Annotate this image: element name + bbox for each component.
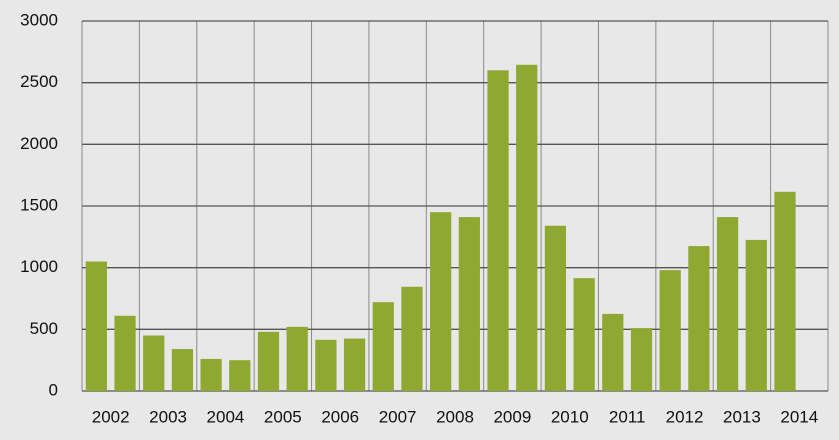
bar bbox=[630, 328, 653, 391]
x-tick-label: 2007 bbox=[379, 407, 417, 426]
y-tick-label: 2500 bbox=[20, 72, 58, 91]
bar bbox=[401, 286, 423, 391]
y-tick-label: 1000 bbox=[20, 257, 58, 276]
bar bbox=[544, 225, 567, 391]
bar bbox=[659, 270, 681, 391]
bar bbox=[487, 70, 509, 391]
bar bbox=[573, 278, 595, 391]
bar bbox=[143, 335, 165, 391]
x-tick-label: 2010 bbox=[551, 407, 589, 426]
x-tick-label: 2013 bbox=[723, 407, 761, 426]
bar bbox=[516, 64, 538, 392]
y-tick-label: 2000 bbox=[20, 134, 58, 153]
bar bbox=[229, 360, 251, 391]
x-tick-label: 2014 bbox=[780, 407, 818, 426]
bar bbox=[114, 315, 136, 391]
bar bbox=[774, 191, 796, 391]
y-tick-label: 0 bbox=[49, 380, 58, 399]
bar bbox=[85, 261, 107, 391]
y-tick-label: 3000 bbox=[20, 10, 58, 29]
bar bbox=[286, 326, 308, 391]
bar bbox=[343, 338, 366, 391]
bar bbox=[200, 358, 222, 391]
x-tick-label: 2002 bbox=[92, 407, 130, 426]
x-tick-label: 2003 bbox=[149, 407, 187, 426]
x-tick-label: 2006 bbox=[321, 407, 359, 426]
x-tick-label: 2004 bbox=[207, 407, 245, 426]
bar bbox=[430, 212, 452, 391]
y-tick-label: 500 bbox=[30, 319, 58, 338]
bar bbox=[716, 217, 739, 391]
bar bbox=[458, 217, 480, 391]
x-tick-label: 2011 bbox=[609, 407, 646, 426]
bar bbox=[171, 349, 194, 391]
x-tick-label: 2009 bbox=[493, 407, 531, 426]
bar bbox=[372, 302, 394, 391]
bar bbox=[745, 239, 767, 391]
x-tick-label: 2008 bbox=[436, 407, 474, 426]
bar bbox=[315, 339, 337, 391]
bar bbox=[688, 246, 710, 391]
bar bbox=[602, 313, 624, 391]
x-tick-label: 2005 bbox=[264, 407, 302, 426]
bar bbox=[257, 331, 280, 391]
y-tick-label: 1500 bbox=[20, 195, 58, 214]
x-tick-label: 2012 bbox=[666, 407, 704, 426]
